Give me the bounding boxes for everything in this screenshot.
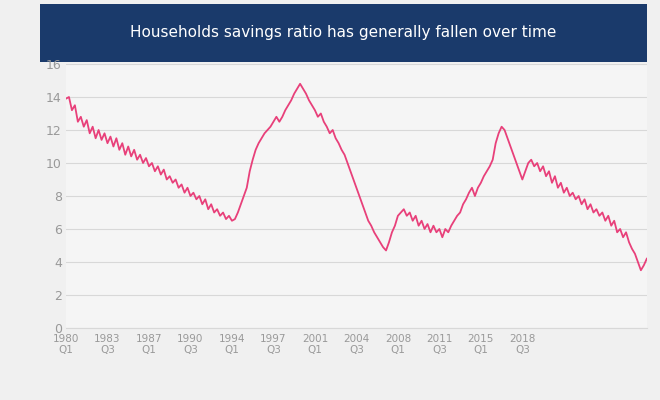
Text: Households savings ratio has generally fallen over time: Households savings ratio has generally f… <box>130 26 556 40</box>
